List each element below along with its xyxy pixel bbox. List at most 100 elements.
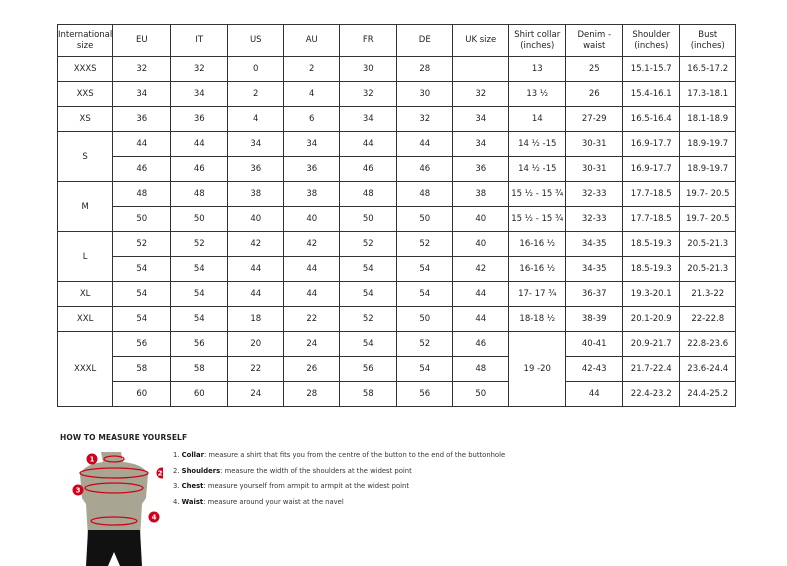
table-cell: 17.7-18.5: [622, 181, 681, 207]
table-cell: 21.7-22.4: [622, 356, 681, 382]
table-cell: 54: [396, 256, 454, 282]
table-cell: 50: [339, 206, 398, 232]
table-cell: 38: [452, 181, 510, 207]
table-cell: 32-33: [565, 206, 624, 232]
table-cell: 14 ½ -15: [508, 156, 567, 182]
table-cell: 52: [396, 331, 454, 357]
table-cell: 34: [452, 106, 510, 132]
table-cell: 58: [112, 356, 172, 382]
table-cell: 18.9-19.7: [679, 131, 737, 157]
measure-steps: 1. Collar: measure a shirt that fits you…: [173, 451, 505, 513]
table-cell: 54: [170, 281, 229, 307]
international-size-cell: L: [56, 231, 114, 282]
table-cell: 58: [170, 356, 229, 382]
table-cell: 56: [396, 381, 454, 407]
column-header: EU: [112, 24, 172, 57]
table-cell: 22: [283, 306, 341, 332]
table-row: XXXS 32 32 0 2 30 28 13 25 15.1-15.7 16.5-17.2: [56, 56, 737, 82]
table-cell: 6: [283, 106, 341, 132]
table-cell: 17.3-18.1: [679, 81, 737, 107]
table-cell: 34-35: [565, 231, 624, 257]
table-cell: 48: [170, 181, 229, 207]
table-cell: 20: [227, 331, 285, 357]
table-row: 60 60 24 28 58 56 50 44 22.4-23.2 24.4-25.2: [58, 381, 737, 407]
size-chart-table: International size EU IT US AU FR DE UK size Shi…: [56, 24, 737, 407]
marker-2: 2: [158, 470, 163, 478]
table-cell: 36: [452, 156, 510, 182]
table-cell: 34: [339, 106, 398, 132]
table-cell: 54: [339, 256, 398, 282]
table-cell: 20.5-21.3: [679, 256, 737, 282]
table-cell: 28: [283, 381, 341, 407]
table-cell: 15.1-15.7: [622, 56, 681, 82]
table-row: XS 36 36 4 6 34 32 34 14 27-29 16.5-16.4 18.1-18.9: [56, 106, 737, 132]
table-cell: 48: [112, 181, 172, 207]
guide-title: HOW TO MEASURE YOURSELF: [60, 433, 188, 442]
table-cell: 32: [112, 56, 172, 82]
table-cell: 24.4-25.2: [679, 381, 737, 407]
table-cell: 58: [339, 381, 398, 407]
table-cell: 34: [170, 81, 229, 107]
marker-4: 4: [152, 514, 157, 522]
table-cell: 30-31: [565, 131, 624, 157]
table-cell: 60: [170, 381, 229, 407]
table-cell: 34: [283, 131, 341, 157]
table-cell: 36: [283, 156, 341, 182]
table-cell: 14 ½ -15: [508, 131, 567, 157]
table-cell: 2: [227, 81, 285, 107]
international-size-cell: S: [56, 131, 114, 182]
table-cell: 19.7- 20.5: [679, 206, 737, 232]
table-cell: 50: [396, 206, 454, 232]
table-cell: 19 -20: [508, 331, 567, 407]
table-cell: 13 ½: [508, 81, 567, 107]
table-cell: 50: [112, 206, 172, 232]
table-cell: 28: [396, 56, 454, 82]
table-cell: 56: [112, 331, 172, 357]
table-cell: 60: [112, 381, 172, 407]
table-cell: 44: [170, 131, 229, 157]
table-cell: 50: [170, 206, 229, 232]
table-cell: 22: [227, 356, 285, 382]
table-cell: 36: [112, 106, 172, 132]
step-number: 2.: [173, 466, 180, 475]
table-cell: 23.6-24.4: [679, 356, 737, 382]
step-text: : measure yourself from armpit to armpit…: [203, 482, 409, 490]
column-header: Denim - waist: [565, 24, 624, 57]
step-label: Waist: [181, 497, 204, 506]
table-cell: 32: [396, 106, 454, 132]
table-cell: 54: [112, 306, 172, 332]
table-cell: 25: [565, 56, 624, 82]
table-cell: 52: [396, 231, 454, 257]
table-cell: 44: [227, 281, 285, 307]
table-cell: 56: [170, 331, 229, 357]
torso-measurement-figure: 1 2 3 4: [72, 452, 163, 566]
table-cell: 54: [170, 306, 229, 332]
step-text: : measure the width of the shoulders at …: [220, 466, 412, 475]
table-cell: 36: [227, 156, 285, 182]
table-cell: 17- 17 ¾: [508, 281, 567, 307]
column-header: IT: [170, 24, 229, 57]
table-cell: 52: [112, 231, 172, 257]
table-cell: 14: [508, 106, 567, 132]
table-cell: 42: [227, 231, 285, 257]
table-cell: 16.9-17.7: [622, 156, 681, 182]
table-cell: 42: [283, 231, 341, 257]
table-cell: 48: [339, 181, 398, 207]
table-cell: 44: [452, 281, 510, 307]
table-cell: 24: [283, 331, 341, 357]
table-row: XXXL 56 56 20 24 54 52 46 19 -20 40-41 20.9-21.7 22…: [56, 331, 737, 407]
table-cell: 4: [283, 81, 341, 107]
table-cell: 54: [396, 356, 454, 382]
table-cell: 44: [396, 131, 454, 157]
table-cell: 34: [227, 131, 285, 157]
table-cell: 20.1-20.9: [622, 306, 681, 332]
table-cell: 18.5-19.3: [622, 231, 681, 257]
table-cell: 22-22.8: [679, 306, 737, 332]
table-cell: 16-16 ½: [508, 231, 567, 257]
step-label: Chest: [181, 482, 204, 490]
table-row: XL 54 54 44 44 54 54 44 17- 17 ¾ 36-37 19.3-20.1 21…: [56, 281, 737, 307]
table-cell: 15 ½ - 15 ¾: [508, 181, 567, 207]
table-cell: 44: [339, 131, 398, 157]
column-header: International size: [56, 24, 114, 57]
table-cell: 40: [452, 206, 510, 232]
